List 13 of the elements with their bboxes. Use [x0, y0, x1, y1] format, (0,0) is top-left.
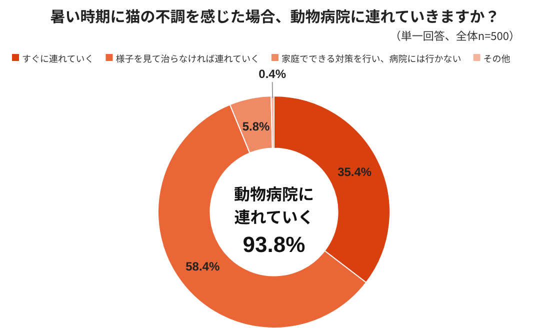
data-label: 58.4% — [186, 260, 220, 274]
legend-label: 家庭でできる対策を行い、病院には行かない — [281, 52, 462, 65]
legend-label: すぐに連れていく — [22, 52, 94, 65]
data-label: 0.4% — [258, 67, 286, 82]
annotation: 93.8% — [242, 232, 306, 257]
subtitle: （単一回答、全体n=500） — [390, 28, 520, 44]
annotation: 動物病院に — [234, 181, 314, 205]
data-label: 35.4% — [338, 165, 372, 180]
data-label: 5.8% — [242, 120, 270, 134]
legend-label: 様子を見て治らなければ連れていく — [116, 52, 260, 65]
annotation: 連れていく — [234, 204, 314, 228]
title: 暑い時期に猫の不調を感じた場合、動物病院に連れていきますか？ — [50, 6, 500, 27]
legend-label: その他 — [483, 52, 510, 65]
